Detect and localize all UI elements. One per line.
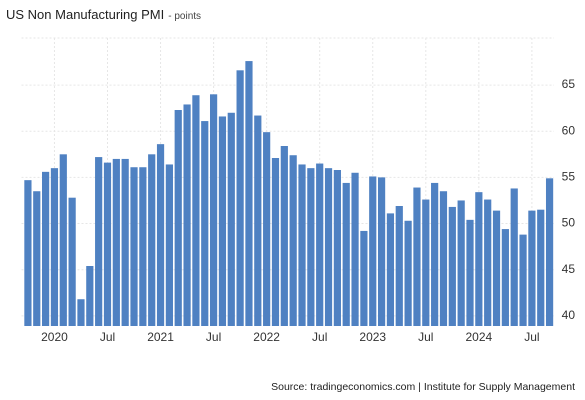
source: Source: tradingeconomics.com | Institute…	[271, 381, 575, 393]
bar	[342, 182, 350, 326]
bar	[298, 164, 306, 326]
bar	[271, 158, 280, 326]
bar	[227, 112, 235, 327]
bar	[148, 154, 156, 326]
bar	[369, 176, 377, 326]
bar	[263, 132, 271, 326]
bar	[377, 177, 386, 326]
bar	[183, 104, 191, 326]
bar	[475, 192, 483, 326]
bar	[333, 170, 341, 326]
bar	[466, 219, 474, 326]
bar	[192, 95, 200, 326]
bar	[218, 116, 227, 326]
bar	[484, 199, 492, 326]
bar	[307, 168, 315, 326]
bar	[209, 94, 218, 326]
bar	[413, 187, 421, 326]
y-tick-label: 65	[562, 77, 576, 91]
x-tick-label: 2023	[359, 330, 386, 344]
x-tick-label: Jul	[312, 330, 327, 344]
bar	[33, 191, 41, 326]
bar	[422, 199, 430, 326]
y-tick-label: 50	[562, 216, 576, 230]
bar	[360, 230, 368, 326]
bar	[50, 168, 59, 326]
bar	[519, 234, 527, 326]
x-tick-label: 2020	[41, 330, 68, 344]
x-tick-label: 2024	[465, 330, 492, 344]
bar	[59, 154, 67, 326]
bar	[86, 266, 94, 326]
bar	[280, 146, 288, 326]
bar	[254, 115, 262, 327]
bar	[68, 197, 76, 326]
bar	[431, 182, 439, 326]
chart-title: US Non Manufacturing PMI - points	[6, 7, 201, 22]
x-tick-label: Jul	[206, 330, 221, 344]
y-tick-label: 55	[562, 170, 576, 184]
bar	[24, 180, 32, 326]
bar	[42, 171, 50, 326]
y-tick-label: 60	[562, 123, 576, 137]
x-tick-label: Jul	[524, 330, 539, 344]
bar	[316, 163, 324, 326]
bar	[351, 172, 359, 326]
title: US Non Manufacturing PMI	[6, 7, 164, 22]
bar	[501, 229, 509, 326]
bar	[130, 167, 138, 326]
x-tick-label: 2021	[147, 330, 174, 344]
bar	[236, 70, 244, 326]
bar	[201, 121, 209, 326]
bar	[289, 155, 297, 326]
bar	[386, 213, 395, 326]
bar	[121, 158, 129, 326]
bar	[528, 210, 536, 326]
y-tick-label: 40	[562, 308, 576, 322]
bar	[165, 164, 173, 326]
bar	[156, 144, 165, 326]
bar	[324, 168, 333, 326]
bar	[537, 209, 545, 326]
bar	[448, 206, 456, 326]
bar	[245, 61, 253, 326]
bar	[439, 191, 448, 326]
bar	[510, 188, 518, 326]
bar	[395, 206, 403, 326]
x-tick-label: 2022	[253, 330, 280, 344]
bar	[112, 158, 120, 326]
bar	[77, 299, 85, 326]
bar	[545, 178, 554, 326]
bar	[139, 167, 147, 326]
bar	[174, 110, 182, 326]
bar	[95, 157, 103, 326]
x-tick-label: Jul	[418, 330, 433, 344]
x-tick-label: Jul	[100, 330, 115, 344]
bar	[457, 200, 465, 326]
subtitle: - points	[168, 11, 201, 22]
bar	[404, 220, 412, 326]
bar	[103, 162, 112, 326]
bar	[492, 210, 501, 326]
y-tick-label: 45	[562, 262, 576, 276]
